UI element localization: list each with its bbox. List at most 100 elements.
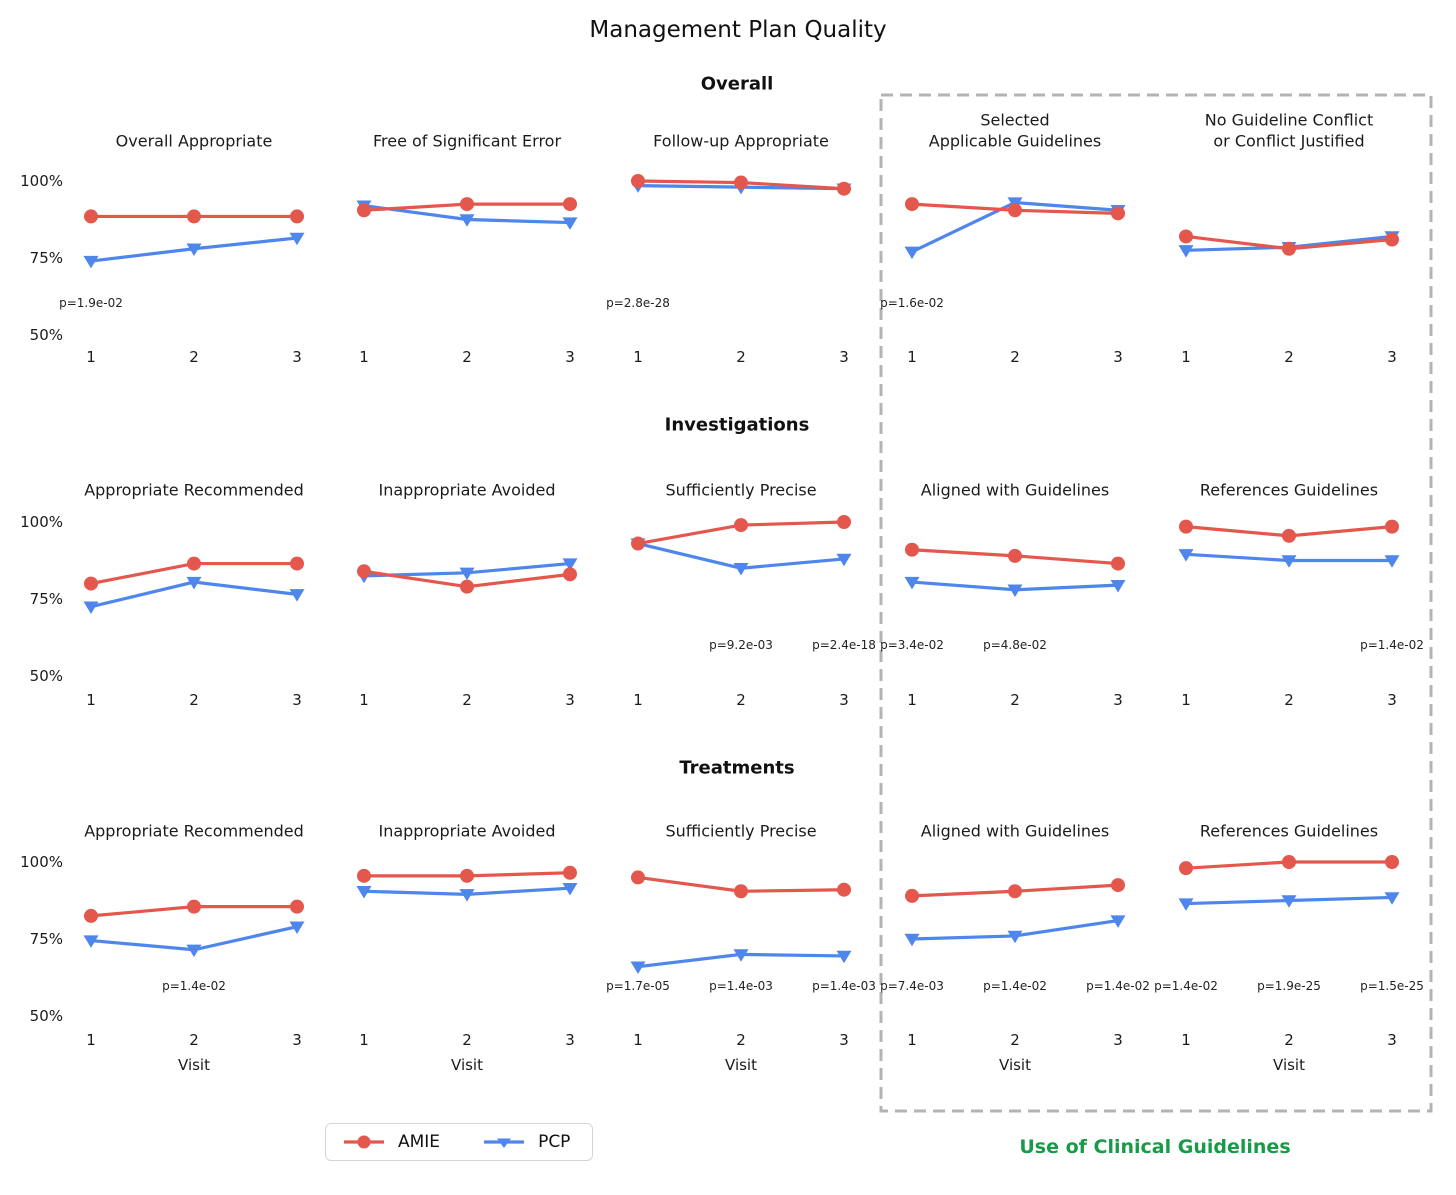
amie-marker: [460, 197, 474, 212]
amie-marker: [1282, 855, 1296, 869]
p-value-annotation: p=1.7e-05: [606, 979, 670, 993]
pcp-marker: [289, 589, 305, 602]
x-tick-label: 3: [1387, 1031, 1397, 1049]
x-tick-label: 1: [633, 348, 643, 366]
p-value-annotation: p=1.4e-02: [1154, 979, 1218, 993]
pcp-marker: [1281, 555, 1297, 568]
p-value-annotation: p=1.4e-02: [983, 979, 1047, 993]
amie-marker: [1111, 206, 1125, 221]
x-tick-label: 1: [86, 691, 96, 709]
x-tick-label: 1: [633, 691, 643, 709]
amie-marker: [631, 174, 645, 188]
x-tick-label: 2: [189, 1031, 199, 1049]
amie-marker: [837, 882, 851, 897]
y-tick-label: 100%: [20, 172, 63, 190]
amie-marker: [1385, 232, 1399, 247]
x-tick-label: 3: [839, 1031, 849, 1049]
x-axis-label: Visit: [451, 1056, 483, 1074]
section-header: Treatments: [679, 757, 795, 779]
section-header: Investigations: [664, 414, 810, 436]
x-tick-label: 3: [292, 691, 302, 709]
x-tick-label: 2: [736, 691, 746, 709]
p-value-annotation: p=1.9e-02: [59, 296, 123, 310]
legend-item-pcp: PCP: [482, 1132, 570, 1152]
subplot-title: or Conflict Justified: [1213, 131, 1365, 151]
y-tick-label: 50%: [29, 326, 63, 344]
x-tick-label: 1: [907, 348, 917, 366]
x-tick-label: 2: [1284, 348, 1294, 366]
x-tick-label: 2: [1010, 691, 1020, 709]
x-tick-label: 2: [736, 1031, 746, 1049]
pcp-marker: [1007, 930, 1023, 944]
x-axis-label: Visit: [725, 1056, 757, 1074]
pcp-marker: [1178, 549, 1194, 562]
amie-marker: [1385, 519, 1399, 534]
p-value-annotation: p=1.6e-02: [880, 296, 944, 310]
clinical-guidelines-box: [879, 93, 1433, 1113]
amie-marker: [1111, 556, 1125, 571]
legend-label-amie: AMIE: [398, 1132, 441, 1152]
x-tick-label: 3: [1387, 691, 1397, 709]
amie-marker: [734, 518, 748, 533]
x-tick-label: 1: [1181, 348, 1191, 366]
x-tick-label: 1: [359, 691, 369, 709]
y-tick-label: 100%: [20, 853, 63, 871]
amie-marker: [290, 899, 304, 914]
guidelines-section-label: Use of Clinical Guidelines: [1019, 1136, 1291, 1158]
x-tick-label: 1: [907, 691, 917, 709]
x-tick-label: 3: [565, 691, 575, 709]
amie-marker: [837, 181, 851, 196]
amie-marker: [631, 870, 645, 885]
x-tick-label: 2: [462, 1031, 472, 1049]
amie-marker: [1008, 548, 1022, 563]
amie-marker: [1179, 229, 1193, 244]
section-header: Overall: [700, 73, 774, 95]
amie-marker: [837, 515, 851, 529]
x-tick-label: 2: [189, 348, 199, 366]
p-value-annotation: p=1.4e-02: [1360, 638, 1424, 652]
subplot-title: References Guidelines: [1199, 480, 1379, 500]
amie-marker: [460, 868, 474, 883]
amie-marker: [1008, 203, 1022, 218]
x-tick-label: 1: [1181, 1031, 1191, 1049]
subplot-title: Selected: [980, 110, 1050, 130]
x-tick-label: 3: [1387, 348, 1397, 366]
pcp-marker: [289, 921, 305, 934]
x-tick-label: 2: [1284, 1031, 1294, 1049]
pcp-marker: [562, 882, 578, 896]
amie-marker: [631, 536, 645, 551]
p-value-annotation: p=1.4e-02: [162, 979, 226, 993]
p-value-annotation: p=2.4e-18: [812, 638, 876, 652]
amie-marker: [84, 908, 98, 923]
pcp-marker: [1281, 895, 1297, 908]
pcp-marker: [83, 935, 99, 948]
subplot-title: No Guideline Conflict: [1204, 110, 1374, 130]
amie-marker: [187, 556, 201, 571]
x-tick-label: 3: [292, 348, 302, 366]
amie-marker: [563, 197, 577, 212]
chart-title: Management Plan Quality: [589, 17, 887, 43]
pcp-marker: [289, 232, 305, 246]
pcp-marker: [562, 558, 578, 571]
p-value-annotation: p=3.4e-02: [880, 638, 944, 652]
pcp-marker: [1110, 915, 1126, 928]
x-axis-label: Visit: [999, 1056, 1031, 1074]
pcp-marker: [186, 944, 202, 958]
x-tick-label: 1: [359, 1031, 369, 1049]
amie-marker: [187, 209, 201, 224]
pcp-marker: [1384, 555, 1400, 568]
amie-marker: [290, 556, 304, 571]
pcp-marker: [904, 246, 920, 260]
amie-marker: [1111, 878, 1125, 893]
pcp-marker: [1178, 245, 1194, 258]
amie-marker: [905, 888, 919, 903]
subplot-title: Appropriate Recommended: [84, 821, 304, 841]
x-tick-label: 2: [1284, 691, 1294, 709]
legend-item-amie: AMIE: [342, 1132, 440, 1152]
x-tick-label: 3: [839, 691, 849, 709]
pcp-marker: [733, 563, 749, 576]
amie-marker: [905, 542, 919, 557]
legend-label-pcp: PCP: [538, 1132, 571, 1152]
x-tick-label: 1: [633, 1031, 643, 1049]
